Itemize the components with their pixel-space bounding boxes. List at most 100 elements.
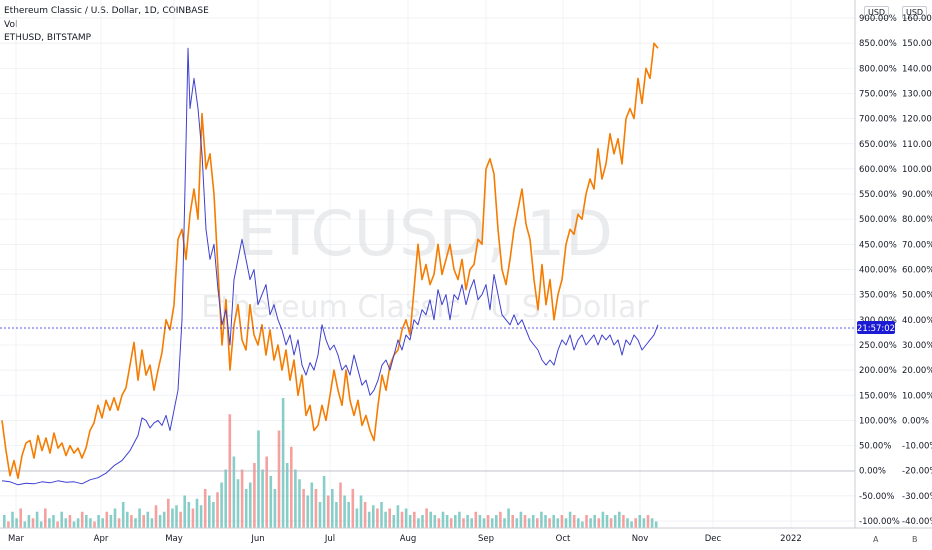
volume-bar	[613, 515, 617, 528]
volume-bar	[560, 515, 564, 528]
x-tick-label: May	[165, 534, 183, 544]
right-y-tick-label: 140.00%	[902, 64, 932, 74]
right-y-tick-label: 110.00%	[902, 140, 932, 150]
volume-bar	[80, 511, 84, 528]
volume-bar	[232, 456, 236, 528]
volume-bar	[158, 515, 162, 528]
volume-bar	[642, 518, 646, 528]
volume-bar	[372, 505, 375, 528]
right-y-tick-label: 40.00%	[902, 316, 932, 326]
volume-bar	[462, 518, 465, 528]
volume-bar	[454, 515, 457, 528]
right-y-tick-label: -40.00%	[902, 517, 932, 527]
volume-bar	[511, 515, 514, 528]
volume-bar	[421, 515, 424, 528]
volume-bar	[572, 515, 576, 528]
volume-bar	[179, 511, 182, 528]
volume-bar	[203, 489, 207, 528]
volume-bar	[396, 505, 400, 528]
volume-bar	[273, 489, 277, 528]
left-y-tick-label: 900.00%	[859, 14, 897, 24]
volume-bar	[359, 495, 363, 528]
right-y-tick-label: 0.00%	[902, 416, 929, 426]
volume-bar	[417, 518, 420, 528]
volume-bar	[458, 511, 461, 528]
right-y-tick-label: 150.00%	[902, 39, 932, 49]
volume-bar	[339, 482, 342, 528]
volume-bar	[7, 521, 10, 528]
volume-legend-label[interactable]: Vol	[4, 20, 18, 30]
volume-bar	[208, 495, 211, 528]
x-tick-label: Apr	[94, 534, 109, 544]
left-y-tick-label: 800.00%	[859, 64, 897, 74]
right-y-tick-label: -10.00%	[902, 442, 932, 452]
volume-bar	[113, 508, 117, 528]
volume-bar	[60, 511, 63, 528]
volume-bar	[265, 456, 268, 528]
volume-bar	[3, 515, 6, 528]
volume-bar	[138, 508, 141, 528]
crosshair-time-badge	[857, 321, 895, 334]
volume-bar	[52, 515, 55, 528]
volume-bar	[646, 515, 650, 528]
volume-bar	[261, 469, 264, 528]
right-y-tick-label: 160.00%	[902, 14, 932, 24]
volume-bar	[556, 518, 560, 528]
volume-bar	[413, 511, 416, 528]
volume-bar	[35, 511, 39, 528]
crosshair-time-label: 21:57:02	[857, 324, 895, 334]
auto-scale-button[interactable]: A	[873, 535, 879, 544]
volume-bar	[19, 508, 22, 528]
volume-bar	[507, 508, 510, 528]
volume-bar	[15, 518, 18, 528]
eth-compare-line	[1, 47, 659, 486]
volume-bar	[388, 508, 391, 528]
volume-bar	[499, 511, 502, 528]
volume-bar	[605, 515, 609, 528]
volume-bar	[134, 518, 137, 528]
volume-bar	[470, 518, 473, 528]
volume-bar	[162, 511, 166, 528]
volume-bar	[236, 479, 240, 528]
volume-bar	[224, 469, 227, 528]
volume-bar	[441, 511, 445, 528]
volume-bar	[121, 502, 125, 528]
left-y-tick-label: 100.00%	[859, 416, 897, 426]
left-y-tick-label: 650.00%	[859, 140, 897, 150]
volume-bar	[257, 430, 260, 528]
volume-bar	[126, 511, 129, 528]
volume-bar	[191, 508, 195, 528]
volume-bar	[384, 511, 387, 528]
volume-bar	[220, 482, 223, 528]
x-tick-label: Sep	[478, 534, 494, 544]
right-y-tick-label: 60.00%	[902, 266, 932, 276]
volume-bar	[630, 521, 633, 528]
volume-bar	[216, 492, 219, 528]
volume-bar	[568, 511, 572, 528]
compare-series-label[interactable]: ETHUSD, BITSTAMP	[4, 33, 92, 43]
log-scale-button[interactable]: B	[912, 535, 918, 544]
volume-bar	[519, 511, 523, 528]
volume-bar	[581, 521, 584, 528]
volume-bar	[495, 515, 498, 528]
left-axis-currency-badge[interactable]: USD	[864, 6, 890, 19]
volume-bar	[171, 508, 174, 528]
right-axis-currency-badge[interactable]: USD	[902, 6, 928, 19]
volume-bar	[269, 476, 273, 528]
volume-bar	[175, 505, 178, 528]
volume-bar	[449, 518, 453, 528]
volume-bar	[490, 518, 494, 528]
volume-bar	[564, 518, 568, 528]
left-y-tick-label: 300.00%	[859, 316, 897, 326]
right-y-tick-label: 20.00%	[902, 366, 932, 376]
left-y-tick-label: 250.00%	[859, 341, 897, 351]
volume-bar	[540, 511, 543, 528]
left-y-tick-label: -100.00%	[859, 517, 900, 527]
volume-bar	[618, 511, 621, 528]
volume-bar	[376, 508, 379, 528]
volume-bar	[142, 515, 145, 528]
right-y-tick-label: 70.00%	[902, 240, 932, 250]
volume-bar	[93, 521, 96, 528]
x-tick-label: Jul	[324, 534, 335, 544]
